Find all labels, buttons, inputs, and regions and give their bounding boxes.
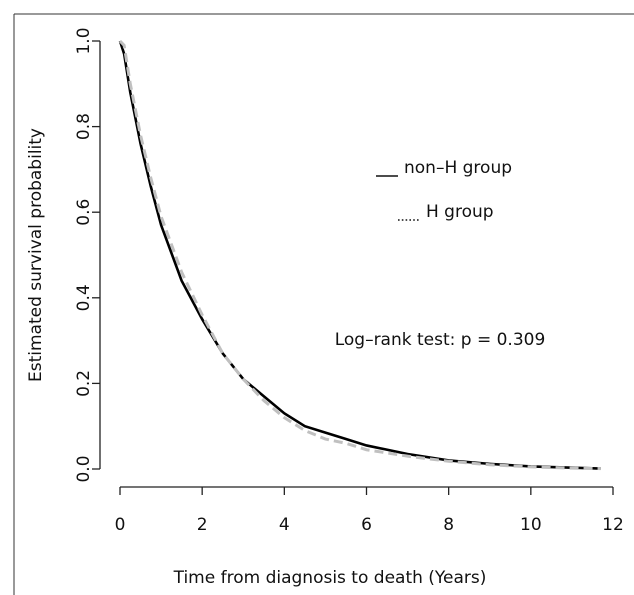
x-tick-label: 6 <box>361 515 372 535</box>
x-tick-label: 10 <box>520 515 542 535</box>
y-tick-label: 0.8 <box>74 113 94 140</box>
annotation: Log–rank test: p = 0.309 <box>335 330 546 350</box>
y-tick-label: 0.0 <box>74 455 94 482</box>
x-tick-label: 2 <box>197 515 208 535</box>
y-tick-label: 0.4 <box>74 284 94 311</box>
legend-label: non–H group <box>404 158 512 178</box>
y-tick-label: 1.0 <box>74 27 94 54</box>
x-tick-label: 4 <box>279 515 290 535</box>
x-tick-label: 0 <box>115 515 126 535</box>
survival-curve <box>118 39 601 471</box>
x-tick-label: 8 <box>443 515 454 535</box>
x-axis-label: Time from diagnosis to death (Years) <box>173 568 487 588</box>
y-tick-label: 0.2 <box>74 370 94 397</box>
y-tick-label: 0.6 <box>74 199 94 226</box>
survival-curve <box>118 40 601 470</box>
y-axis-label: Estimated survival probability <box>26 128 46 382</box>
x-tick-label: 12 <box>602 515 624 535</box>
legend-label: H group <box>426 202 494 222</box>
